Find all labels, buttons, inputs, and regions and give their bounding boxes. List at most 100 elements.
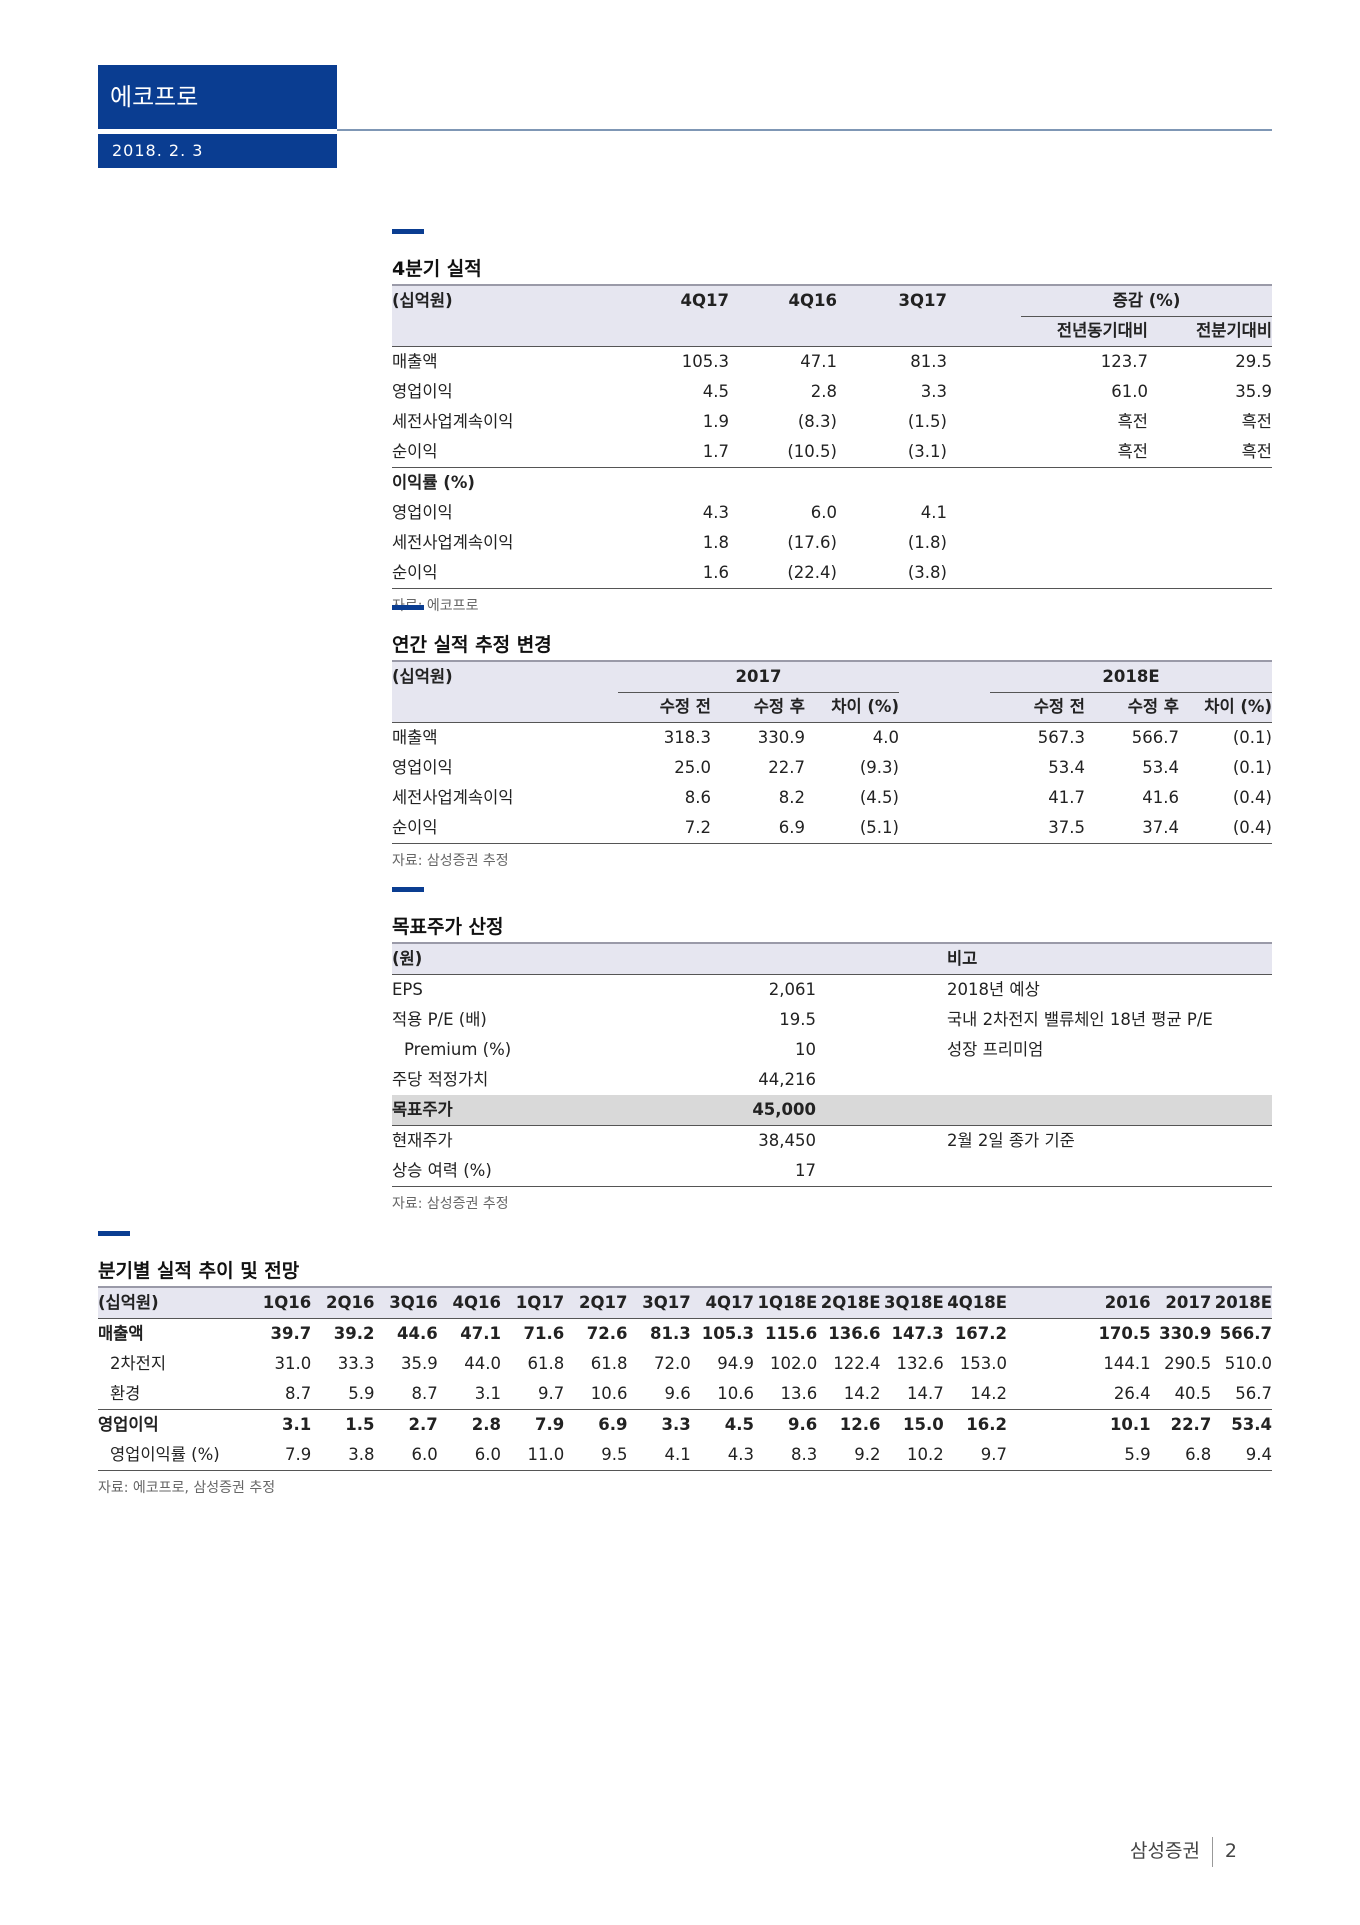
value-cell: 37.4 <box>1142 818 1179 837</box>
row-label: 목표주가 <box>392 1100 453 1119</box>
spacer <box>947 377 1021 407</box>
value-cell: 17 <box>795 1161 816 1180</box>
table-header: (원) 비고 <box>392 944 1272 975</box>
spacer <box>816 1095 947 1125</box>
value-cell: 45,000 <box>752 1100 816 1119</box>
table-body: 매출액 105.3 47.1 81.3 123.7 29.5 영업이익 4.5 2.8 3.3 61… <box>392 347 1272 468</box>
value-cell: 9.7 <box>538 1384 565 1403</box>
value-cell: 8.3 <box>791 1445 818 1464</box>
source-note: 자료: 에코프로, 삼성증권 추정 <box>98 1480 276 1496</box>
value-cell: 9.4 <box>1245 1445 1272 1464</box>
spacer <box>1007 1319 1090 1349</box>
value-cell: 4.0 <box>872 728 899 747</box>
value-cell: 167.2 <box>954 1324 1007 1343</box>
footer-brand: 삼성증권 <box>1130 1840 1200 1862</box>
value-cell: 6.9 <box>778 818 805 837</box>
value-cell: 12.6 <box>839 1415 881 1434</box>
table-row: 세전사업계속이익 1.9 (8.3) (1.5) 흑전 흑전 <box>392 407 1272 437</box>
row-label: 매출액 <box>98 1324 144 1343</box>
spacer <box>899 662 990 693</box>
spacer <box>1007 1410 1090 1440</box>
value-cell: 102.0 <box>770 1354 818 1373</box>
table-row: 현재주가 38,450 2월 2일 종가 기준 <box>392 1126 1272 1156</box>
value-cell: 5.9 <box>1124 1445 1151 1464</box>
column-header: 3Q16 <box>389 1293 438 1312</box>
value-cell: 38,450 <box>758 1131 816 1150</box>
value-cell: 14.2 <box>843 1384 881 1403</box>
spacer <box>816 1126 947 1156</box>
column-header: 2018E <box>1214 1293 1272 1312</box>
value-cell: 40.5 <box>1174 1384 1212 1403</box>
value-cell: 39.7 <box>270 1324 312 1343</box>
value-cell: 35.9 <box>1235 382 1272 401</box>
value-cell: (10.5) <box>787 442 837 461</box>
value-cell: 4.3 <box>727 1445 754 1464</box>
value-cell: 44.6 <box>397 1324 438 1343</box>
value-cell: 31.0 <box>274 1354 312 1373</box>
value-cell: 37.5 <box>1048 818 1085 837</box>
value-cell: 8.6 <box>684 788 711 807</box>
row-label: 순이익 <box>392 563 438 582</box>
section-quarterly-trend: 분기별 실적 추이 및 전망 (십억원) 1Q16 2Q16 3Q16 4Q16 1Q17 2… <box>98 1231 1272 1497</box>
spacer <box>1007 1379 1090 1409</box>
value-cell: 94.9 <box>717 1354 754 1373</box>
spacer <box>816 944 947 974</box>
spacer <box>899 783 990 813</box>
spacer <box>947 316 1021 346</box>
spacer <box>592 316 729 346</box>
value-cell: 7.9 <box>285 1445 312 1464</box>
margin-block: 이익률 (%) 영업이익 4.3 6.0 4.1 세전사업계속이익 1.8 (17.6) (1.… <box>392 468 1272 589</box>
table-row: 매출액 318.3 330.9 4.0 567.3 566.7 (0.1) <box>392 723 1272 753</box>
value-cell: 9.5 <box>601 1445 628 1464</box>
column-header: 4Q18E <box>947 1293 1007 1312</box>
column-header: 3Q17 <box>898 291 947 310</box>
source-note: 자료: 삼성증권 추정 <box>392 853 509 869</box>
data-table: (십억원) 4Q17 4Q16 3Q17 증감 (%) 전년동기대비 전분기대비 매출액 105… <box>392 284 1272 589</box>
value-cell: 71.6 <box>523 1324 565 1343</box>
column-header: 2016 <box>1104 1293 1151 1312</box>
value-cell: 19.5 <box>779 1010 816 1029</box>
column-header: 2Q18E <box>820 1293 881 1312</box>
value-cell: (3.8) <box>907 563 947 582</box>
value-cell: 6.0 <box>474 1445 501 1464</box>
value-cell: 35.9 <box>401 1354 438 1373</box>
column-header: 3Q17 <box>642 1293 691 1312</box>
spacer <box>1007 1349 1090 1379</box>
header-row: (십억원) 1Q16 2Q16 3Q16 4Q16 1Q17 2Q17 3Q17 4Q17 1Q1… <box>98 1288 1272 1318</box>
footer: 삼성증권 2 <box>1130 1836 1237 1867</box>
row-label: EPS <box>392 980 423 999</box>
spacer <box>816 1035 947 1065</box>
table-header: (십억원) 2017 2018E 수정 전 수정 후 차이 (%) 수정 전 수정 후 차이 (… <box>392 662 1272 723</box>
row-label: 영업이익 <box>98 1415 159 1434</box>
subsection-row: 이익률 (%) <box>392 468 1272 498</box>
spacer <box>722 944 816 974</box>
spacer <box>816 1065 947 1095</box>
column-header: 차이 (%) <box>831 697 899 716</box>
unit-label: (원) <box>392 949 423 968</box>
spacer <box>947 286 1021 317</box>
spacer <box>947 407 1021 437</box>
row-label: 환경 <box>110 1384 141 1403</box>
note-cell: 국내 2차전지 밸류체인 18년 평균 P/E <box>947 1010 1213 1029</box>
value-cell: 8.7 <box>285 1384 312 1403</box>
column-header: 1Q17 <box>515 1293 565 1312</box>
row-label: Premium (%) <box>404 1040 512 1059</box>
row-label: 영업이익률 (%) <box>110 1445 220 1464</box>
table-row: 환경 8.7 5.9 8.7 3.1 9.7 10.6 9.6 10.6 13.6 14.2 14.7… <box>98 1379 1272 1410</box>
value-cell: 6.0 <box>411 1445 438 1464</box>
group-header: 2017 <box>618 662 899 693</box>
value-cell: 144.1 <box>1103 1354 1151 1373</box>
value-cell: 13.6 <box>780 1384 818 1403</box>
group-header: 2018E <box>990 662 1272 693</box>
value-cell: 6.0 <box>810 503 837 522</box>
table-row: EPS 2,061 2018년 예상 <box>392 975 1272 1005</box>
value-cell: 510.0 <box>1224 1354 1272 1373</box>
value-cell: 4.1 <box>664 1445 691 1464</box>
value-cell: 3.3 <box>661 1415 691 1434</box>
value-cell: 1.8 <box>702 533 729 552</box>
value-cell: 153.0 <box>959 1354 1007 1373</box>
value-cell: 6.8 <box>1185 1445 1212 1464</box>
value-cell: (0.4) <box>1232 818 1272 837</box>
value-cell: 2.8 <box>471 1415 501 1434</box>
table-row: 세전사업계속이익 1.8 (17.6) (1.8) <box>392 528 1272 558</box>
